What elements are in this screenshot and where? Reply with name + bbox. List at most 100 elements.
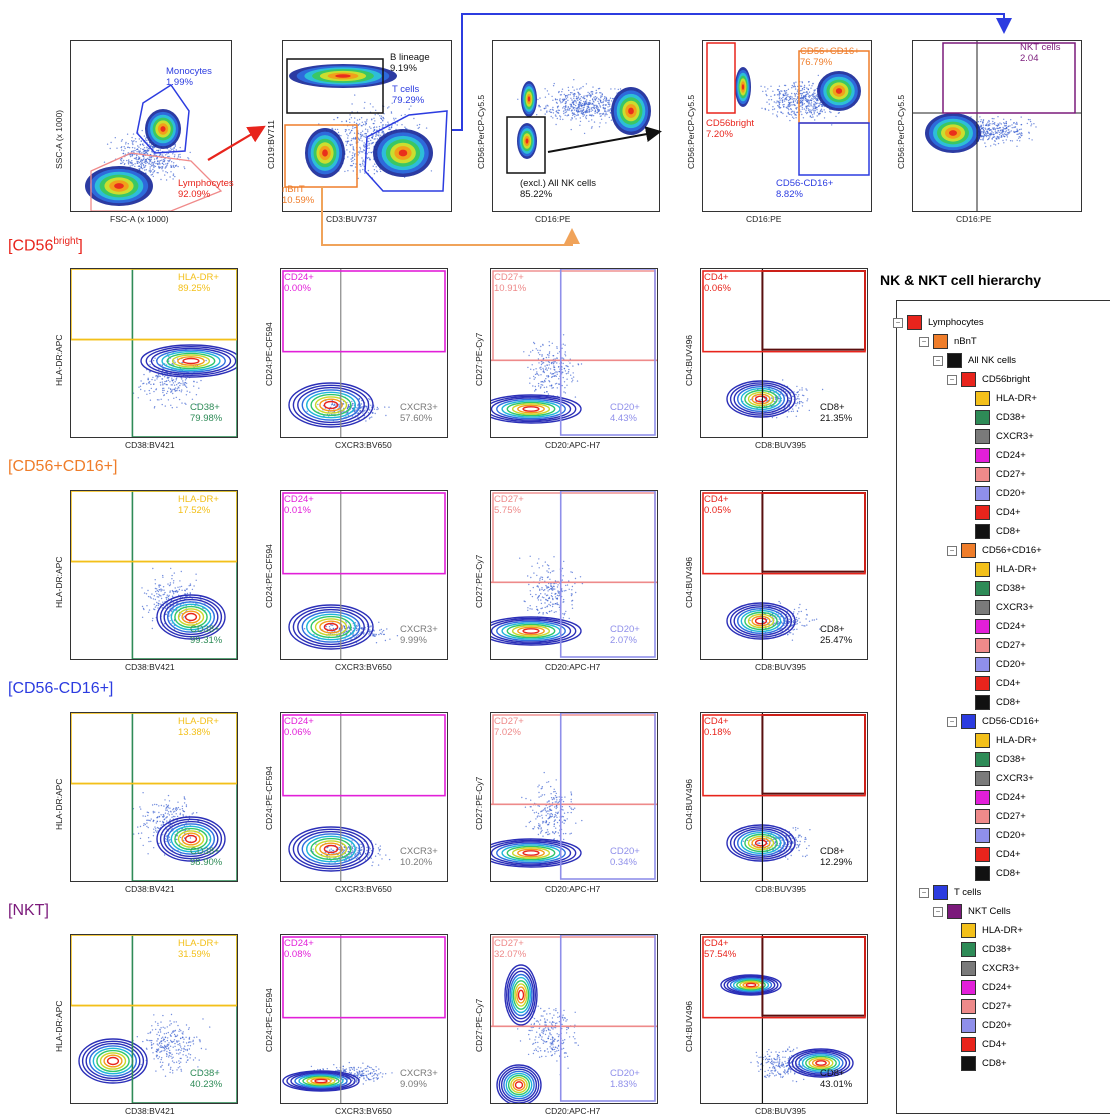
hierarchy-item[interactable]: CD56-CD16+	[961, 712, 1039, 730]
hierarchy-item[interactable]: CD20+	[975, 826, 1026, 844]
collapse-toggle-icon[interactable]: −	[933, 356, 943, 366]
hierarchy-item[interactable]: CD4+	[975, 674, 1021, 692]
hierarchy-item[interactable]: CXCR3+	[975, 427, 1034, 445]
cell-contour	[726, 824, 796, 862]
y-axis-label: CD4:BUV496	[684, 1000, 694, 1052]
section-title-text: [NKT]	[8, 902, 49, 919]
collapse-toggle-icon[interactable]: −	[933, 907, 943, 917]
population-color-swatch	[975, 827, 990, 843]
population-color-swatch	[975, 618, 990, 634]
population-color-swatch	[975, 637, 990, 653]
hierarchy-item[interactable]: CD4+	[961, 1035, 1007, 1053]
hierarchy-item[interactable]: CD24+	[961, 978, 1012, 996]
hierarchy-item[interactable]: HLA-DR+	[961, 921, 1023, 939]
hierarchy-item[interactable]: CD27+	[975, 465, 1026, 483]
hierarchy-item[interactable]: nBnT	[933, 332, 977, 350]
hierarchy-item[interactable]: CD4+	[975, 503, 1021, 521]
section-title-text: [CD56+CD16+]	[8, 458, 118, 475]
hierarchy-item[interactable]: CD8+	[975, 864, 1021, 882]
hierarchy-item[interactable]: CD8+	[961, 1054, 1007, 1072]
phenotype-canvas	[282, 713, 446, 881]
hierarchy-item[interactable]: CD4+	[975, 845, 1021, 863]
tcell-density	[373, 129, 433, 177]
phenotype-plot-2-2	[280, 490, 448, 660]
hierarchy-item[interactable]: CD38+	[975, 408, 1026, 426]
hierarchy-item[interactable]: CXCR3+	[975, 598, 1034, 616]
hierarchy-item[interactable]: CD24+	[975, 617, 1026, 635]
hierarchy-item-label: CD4+	[996, 848, 1021, 860]
collapse-toggle-icon[interactable]: −	[919, 888, 929, 898]
hierarchy-item[interactable]: CXCR3+	[975, 769, 1034, 787]
hierarchy-item[interactable]: CD27+	[961, 997, 1012, 1015]
phenotype-canvas	[71, 491, 237, 659]
hierarchy-item[interactable]: HLA-DR+	[975, 389, 1037, 407]
hierarchy-item[interactable]: CD38+	[961, 940, 1012, 958]
hierarchy-item[interactable]: CD27+	[975, 636, 1026, 654]
gate-label-upper: HLA-DR+ 89.25%	[178, 272, 219, 294]
x-axis-label: CXCR3:BV650	[335, 884, 392, 894]
phenotype-plot-4-4	[700, 934, 868, 1104]
cd4-cd8-double-gate	[761, 714, 866, 795]
hierarchy-item[interactable]: CD24+	[975, 788, 1026, 806]
population-color-swatch	[975, 447, 990, 463]
collapse-toggle-icon[interactable]: −	[947, 717, 957, 727]
cd24-gate	[282, 270, 446, 353]
hierarchy-item[interactable]: T cells	[933, 883, 981, 901]
hierarchy-item-label: HLA-DR+	[996, 392, 1037, 404]
hierarchy-item[interactable]: CD56+CD16+	[961, 541, 1042, 559]
hierarchy-item[interactable]: CD8+	[975, 693, 1021, 711]
phenotype-plot-4-3	[490, 934, 658, 1104]
gate-label-upper: HLA-DR+ 31.59%	[178, 938, 219, 960]
collapse-toggle-icon[interactable]: −	[947, 375, 957, 385]
monocyte-density	[145, 109, 181, 149]
collapse-toggle-icon[interactable]: −	[947, 546, 957, 556]
x-axis-label: CXCR3:BV650	[335, 1106, 392, 1116]
hierarchy-item[interactable]: CD20+	[975, 655, 1026, 673]
gate-label-upper: HLA-DR+ 13.38%	[178, 716, 219, 738]
collapse-toggle-icon[interactable]: −	[919, 337, 929, 347]
x-axis-label: CD16:PE	[956, 214, 992, 224]
x-axis-label: CD38:BV421	[125, 1106, 175, 1116]
phenotype-canvas	[282, 935, 446, 1103]
gate-label-upper: CD27+ 5.75%	[494, 494, 524, 516]
hierarchy-item-label: CD27+	[996, 810, 1026, 822]
hierarchy-item-label: CXCR3+	[982, 962, 1020, 974]
phenotype-canvas	[702, 935, 866, 1103]
gate-label-upper: CD27+ 10.91%	[494, 272, 527, 294]
hierarchy-item[interactable]: CD8+	[975, 522, 1021, 540]
hierarchy-item[interactable]: HLA-DR+	[975, 560, 1037, 578]
hierarchy-item[interactable]: CD56bright	[961, 370, 1030, 388]
population-color-swatch	[975, 485, 990, 501]
hierarchy-item[interactable]: CD24+	[975, 446, 1026, 464]
population-color-swatch	[975, 770, 990, 786]
hierarchy-item[interactable]: CD20+	[975, 484, 1026, 502]
hierarchy-item[interactable]: All NK cells	[947, 351, 1016, 369]
x-axis-label: CD20:APC-H7	[545, 884, 601, 894]
hierarchy-item[interactable]: CD20+	[961, 1016, 1012, 1034]
gate-label: CD56-CD16+ 8.82%	[776, 178, 834, 200]
hierarchy-item[interactable]: CD27+	[975, 807, 1026, 825]
population-color-swatch	[933, 884, 948, 900]
gate-label-lower: CD20+ 4.43%	[610, 402, 640, 424]
hierarchy-item[interactable]: CD38+	[975, 750, 1026, 768]
population-color-swatch	[975, 523, 990, 539]
cell-contour	[720, 974, 782, 996]
population-color-swatch	[947, 903, 962, 919]
hierarchy-item[interactable]: CXCR3+	[961, 959, 1020, 977]
cell-contour	[491, 394, 582, 424]
gate-label-upper: HLA-DR+ 17.52%	[178, 494, 219, 516]
gate-label-upper: CD24+ 0.06%	[284, 716, 314, 738]
hierarchy-item[interactable]: NKT Cells	[947, 902, 1011, 920]
cell-contour	[726, 602, 796, 640]
nk-low-density	[517, 123, 537, 159]
collapse-toggle-icon[interactable]: −	[893, 318, 903, 328]
y-axis-label: CD4:BUV496	[684, 556, 694, 608]
population-color-swatch	[961, 1017, 976, 1033]
hierarchy-item[interactable]: HLA-DR+	[975, 731, 1037, 749]
hla-dr-gate	[71, 491, 237, 563]
events-scatter	[132, 1013, 219, 1077]
hierarchy-item[interactable]: Lymphocytes	[907, 313, 984, 331]
hierarchy-item[interactable]: CD38+	[975, 579, 1026, 597]
phenotype-canvas	[702, 269, 866, 437]
y-axis-label: CD27:PE-Cy7	[474, 776, 484, 830]
